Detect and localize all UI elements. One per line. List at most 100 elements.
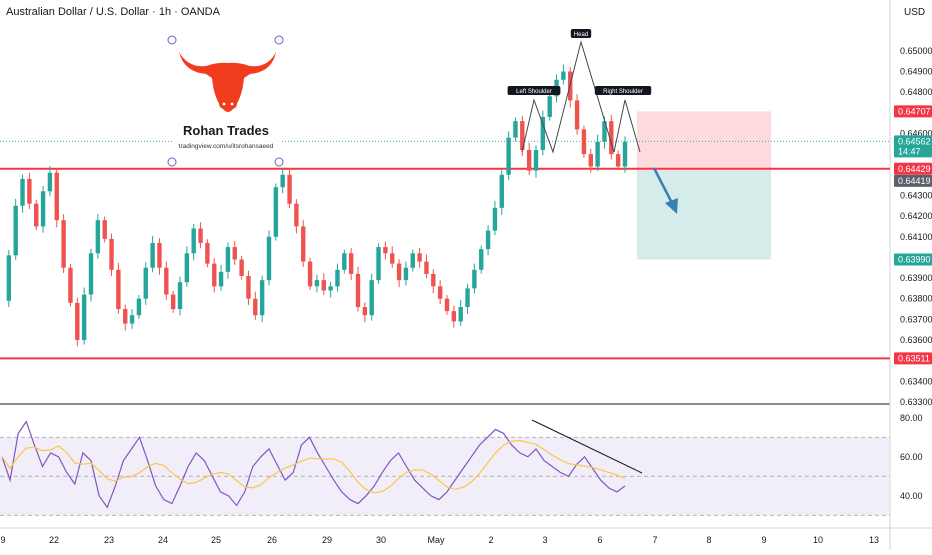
- candle: [609, 121, 614, 155]
- candle: [205, 242, 210, 264]
- candle: [533, 150, 539, 171]
- stop-loss-zone[interactable]: [637, 111, 771, 171]
- candle: [465, 288, 470, 307]
- candle: [95, 220, 101, 254]
- candle: [239, 259, 244, 276]
- candle: [184, 253, 190, 283]
- candle: [307, 261, 313, 287]
- candle: [246, 276, 251, 299]
- price-label-text: 0.64419: [898, 176, 931, 186]
- candle: [301, 226, 306, 262]
- candle: [520, 121, 525, 150]
- price-tick-label: 0.64900: [900, 67, 932, 77]
- candle: [40, 191, 46, 227]
- candle: [177, 282, 183, 310]
- time-tick-label: 22: [49, 535, 59, 545]
- candle: [431, 273, 436, 287]
- time-tick-label: 25: [211, 535, 221, 545]
- candle: [75, 302, 80, 341]
- rsi-trendline[interactable]: [531, 419, 643, 474]
- candle: [13, 205, 18, 256]
- candle: [574, 100, 580, 130]
- watermark: Rohan Trades tradingview.com/u/itsrohans…: [167, 35, 284, 167]
- time-tick-label: 3: [542, 535, 547, 545]
- candle: [376, 247, 381, 281]
- candle: [485, 230, 491, 250]
- rsi-tick-label: 40.00: [900, 491, 923, 501]
- price-tick-label: 0.65000: [900, 46, 932, 56]
- pattern-label-text: Head: [574, 32, 588, 38]
- rsi-tick-label: 60.00: [900, 452, 923, 462]
- candle: [444, 298, 450, 312]
- rsi-line: [1, 420, 626, 509]
- time-tick-label: 9: [761, 535, 766, 545]
- time-tick-label: 7: [652, 535, 657, 545]
- candle: [622, 141, 628, 167]
- handle-top-left[interactable]: [167, 35, 177, 45]
- candle: [232, 247, 237, 260]
- watermark-name: Rohan Trades: [183, 123, 269, 138]
- price-label-bg: [894, 162, 932, 175]
- candle: [116, 269, 121, 310]
- candle: [314, 280, 320, 287]
- candle: [561, 71, 566, 80]
- candle: [403, 267, 409, 281]
- candle: [191, 228, 196, 254]
- candle: [212, 263, 217, 287]
- handle-top-right[interactable]: [274, 35, 284, 45]
- rsi-tick-label: 80.00: [900, 413, 923, 423]
- candle: [595, 141, 600, 167]
- pattern-label: Left Shoulder: [507, 86, 561, 95]
- candle: [424, 261, 429, 274]
- candle: [253, 298, 258, 316]
- candle: [81, 294, 87, 341]
- pattern-label-text: Left Shoulder: [516, 89, 552, 95]
- handle-bottom-left[interactable]: [167, 157, 177, 167]
- price-tick-label: 0.64200: [900, 211, 932, 221]
- candle: [266, 236, 272, 281]
- head-shoulders-pattern[interactable]: [521, 40, 641, 154]
- candle: [170, 294, 176, 310]
- candle: [88, 253, 94, 295]
- price-label-text: 0.64429: [898, 164, 931, 174]
- chart-title: Australian Dollar / U.S. Dollar · 1h · O…: [6, 6, 221, 18]
- candle: [348, 253, 354, 274]
- candle: [198, 228, 203, 243]
- handle-bottom-right[interactable]: [274, 157, 284, 167]
- candle: [27, 178, 32, 204]
- time-tick-label: 30: [376, 535, 386, 545]
- price-label-bg: [894, 135, 932, 148]
- candle: [47, 172, 53, 192]
- price-label-text: 0.64707: [898, 106, 931, 116]
- candle: [280, 174, 285, 188]
- time-tick-label: May: [427, 535, 445, 545]
- candle: [123, 309, 128, 324]
- candle: [362, 306, 368, 316]
- pattern-label: Right Shoulder: [594, 86, 652, 95]
- price-label-text: 0.63990: [898, 254, 931, 264]
- price-tick-label: 0.63600: [900, 335, 932, 345]
- candle: [479, 249, 484, 270]
- take-profit-zone[interactable]: [637, 170, 771, 260]
- price-label: 0.64707: [894, 105, 932, 118]
- price-label-bg: [894, 352, 932, 365]
- candle: [492, 207, 498, 231]
- candle: [102, 220, 107, 239]
- candle: [506, 137, 511, 175]
- time-tick-label: 29: [322, 535, 332, 545]
- price-label: 0.63990: [894, 253, 932, 266]
- candle: [383, 247, 388, 254]
- price-label-text: 0.63511: [898, 353, 930, 363]
- candle: [225, 247, 231, 272]
- candle: [294, 203, 299, 227]
- candle: [547, 96, 552, 117]
- bull-head-icon: [179, 52, 276, 112]
- price-label: 0.64429: [894, 162, 932, 175]
- time-tick-label: 6: [597, 535, 602, 545]
- price-tick-label: 0.64600: [900, 128, 932, 138]
- price-label-bg: [894, 145, 932, 158]
- candle: [615, 154, 621, 167]
- candle: [499, 174, 504, 208]
- price-tick-label: 0.64800: [900, 87, 932, 97]
